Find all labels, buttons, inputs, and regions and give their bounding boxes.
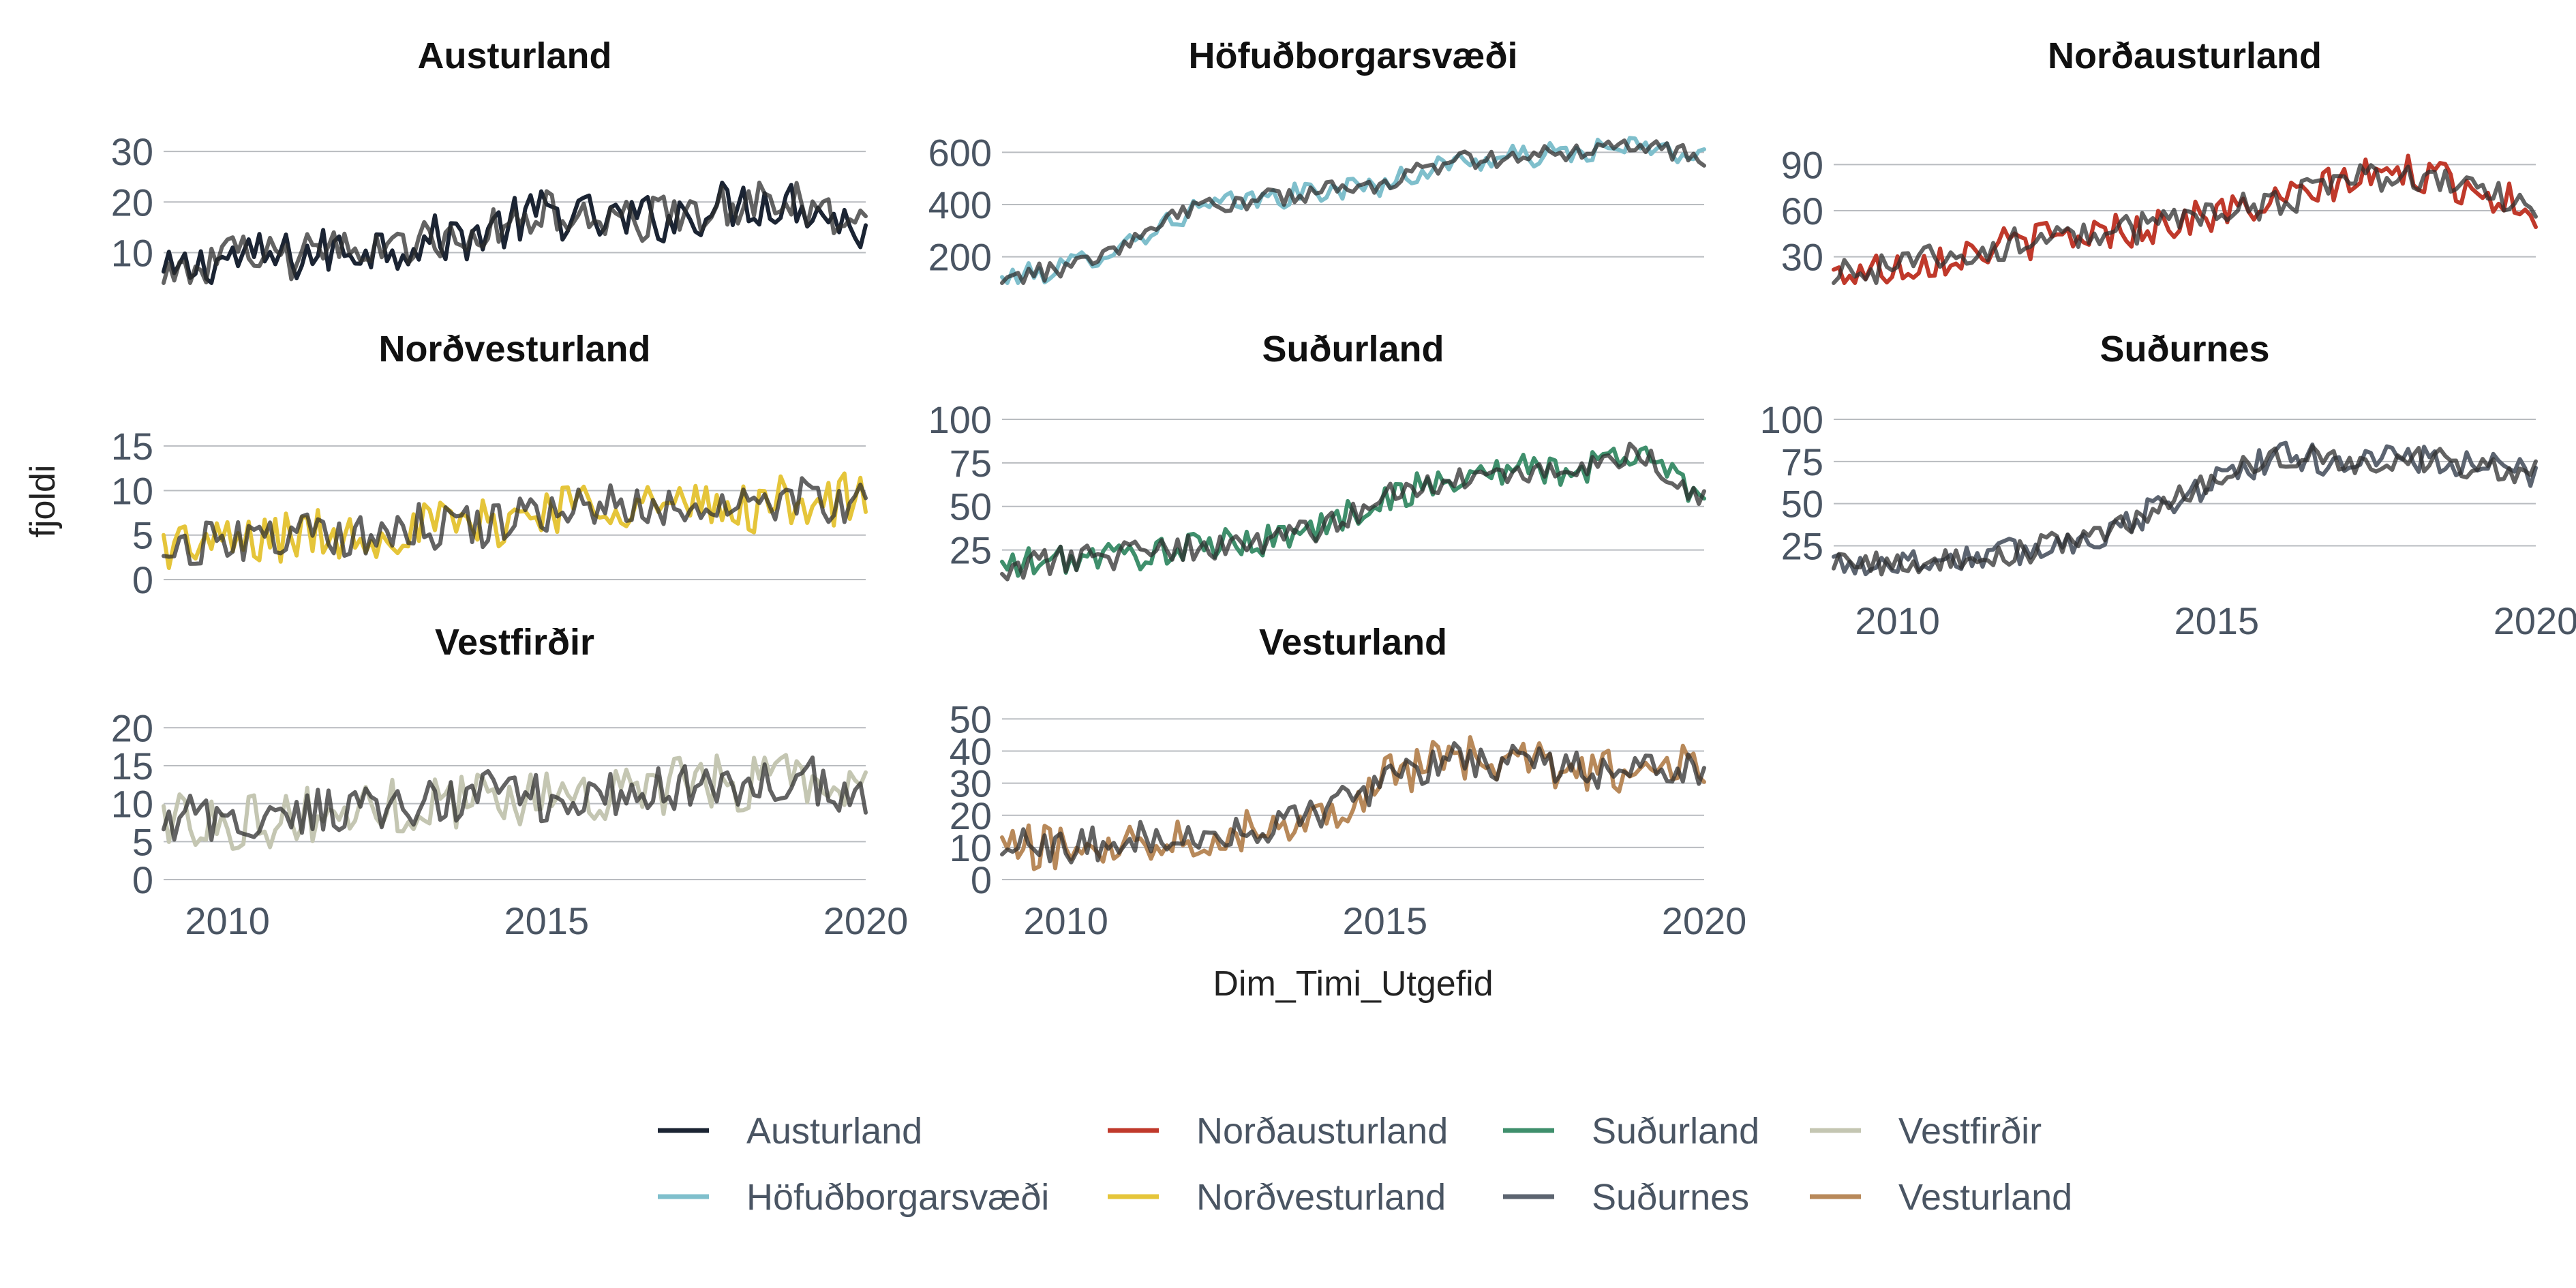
y-tick-label: 15	[111, 425, 153, 468]
legend-label: Suðurland	[1592, 1111, 1759, 1152]
legend-item: Höfuðborgarsvæði	[658, 1177, 1049, 1218]
y-tick-label: 5	[132, 514, 153, 557]
legend-label: Vestfirðir	[1898, 1111, 2042, 1152]
y-tick-label: 30	[111, 130, 153, 173]
y-tick-label: 20	[111, 706, 153, 749]
y-tick-label: 30	[1781, 236, 1823, 279]
y-tick-label: 0	[132, 558, 153, 601]
y-tick-label: 15	[111, 745, 153, 788]
x-tick-label: 2015	[1343, 899, 1428, 942]
y-tick-label: 30	[950, 762, 992, 805]
y-tick-label: 400	[928, 183, 992, 226]
panel-title: Vestfirðir	[435, 622, 594, 663]
legend-item: Norðvesturland	[1108, 1177, 1446, 1218]
y-tick-label: 60	[1781, 190, 1823, 233]
legend-item: Suðurland	[1503, 1111, 1759, 1152]
y-tick-label: 100	[1760, 398, 1823, 441]
y-tick-label: 10	[111, 783, 153, 826]
x-tick-label: 2010	[1023, 899, 1108, 942]
x-tick-label: 2020	[2494, 599, 2576, 642]
legend-item: Suðurnes	[1503, 1177, 1749, 1218]
panel-Höfuðborgarsvæði: Höfuðborgarsvæði 200 400 600	[928, 35, 1706, 285]
y-tick-label: 200	[928, 236, 992, 279]
series-line-overlay	[1832, 444, 2538, 577]
x-tick-label: 2010	[1855, 599, 1940, 642]
series-line-overlay	[1000, 741, 1706, 865]
legend-item: Austurland	[658, 1111, 922, 1152]
panel-title: Suðurland	[1262, 329, 1444, 370]
x-tick-label: 2020	[1662, 899, 1747, 942]
legend-label: Höfuðborgarsvæði	[746, 1177, 1049, 1218]
y-tick-label: 25	[1781, 525, 1823, 568]
series-line-overlay	[1000, 138, 1706, 285]
legend-item: Vestfirðir	[1810, 1111, 2042, 1152]
series-line-overlay	[162, 476, 868, 566]
legend-label: Norðausturland	[1196, 1111, 1448, 1152]
panel-title: Austurland	[417, 35, 611, 76]
series-line-region	[162, 471, 868, 570]
series-line-overlay	[162, 180, 868, 285]
y-tick-label: 0	[132, 858, 153, 901]
panels-layer: Austurland102030Höfuðborgarsvæði20040060…	[111, 35, 2576, 942]
x-tick-label: 2015	[2175, 599, 2260, 642]
y-tick-label: 75	[950, 442, 992, 485]
y-tick-label: 25	[950, 529, 992, 572]
series-line-region	[1000, 136, 1706, 285]
y-tick-label: 50	[950, 485, 992, 528]
y-tick-label: 50	[950, 698, 992, 740]
y-tick-label: 75	[1781, 440, 1823, 483]
series-line-overlay	[1000, 441, 1706, 582]
panel-title: Norðausturland	[2048, 35, 2322, 76]
y-tick-label: 10	[111, 469, 153, 512]
legend-label: Norðvesturland	[1196, 1177, 1446, 1218]
x-tick-label: 2020	[823, 899, 909, 942]
panel-title: Norðvesturland	[378, 329, 650, 370]
series-line-overlay	[1832, 163, 2538, 285]
legend-label: Vesturland	[1898, 1177, 2072, 1218]
legend-item: Norðausturland	[1108, 1111, 1448, 1152]
series-line-overlay	[162, 755, 868, 842]
y-tick-label: 20	[111, 181, 153, 224]
y-tick-label: 100	[928, 398, 992, 441]
y-tick-label: 20	[950, 794, 992, 837]
legend-label: Austurland	[746, 1111, 922, 1152]
legend-item: Vesturland	[1810, 1177, 2072, 1218]
x-axis-title: Dim_Timi_Utgefid	[1213, 964, 1493, 1004]
y-tick-label: 50	[1781, 483, 1823, 526]
panel-title: Suðurnes	[2100, 329, 2269, 370]
panel-Austurland: Austurland 10 20 30	[111, 35, 868, 285]
y-axis-title: fjoldi	[23, 465, 63, 538]
series-line-region	[162, 753, 868, 851]
y-tick-label: 5	[132, 820, 153, 863]
panel-title: Vesturland	[1259, 622, 1447, 663]
legend-label: Suðurnes	[1592, 1177, 1749, 1218]
x-tick-label: 2010	[185, 899, 270, 942]
legend: Austurland Höfuðborgarsvæði Norðausturland…	[658, 1111, 2072, 1218]
y-tick-label: 600	[928, 131, 992, 174]
y-tick-label: 0	[971, 858, 992, 901]
panel-title: Höfuðborgarsvæði	[1188, 35, 1517, 76]
y-tick-label: 10	[950, 826, 992, 869]
y-tick-label: 10	[111, 231, 153, 274]
y-tick-label: 40	[950, 730, 992, 773]
y-tick-label: 90	[1781, 143, 1823, 186]
x-tick-label: 2015	[504, 899, 590, 942]
